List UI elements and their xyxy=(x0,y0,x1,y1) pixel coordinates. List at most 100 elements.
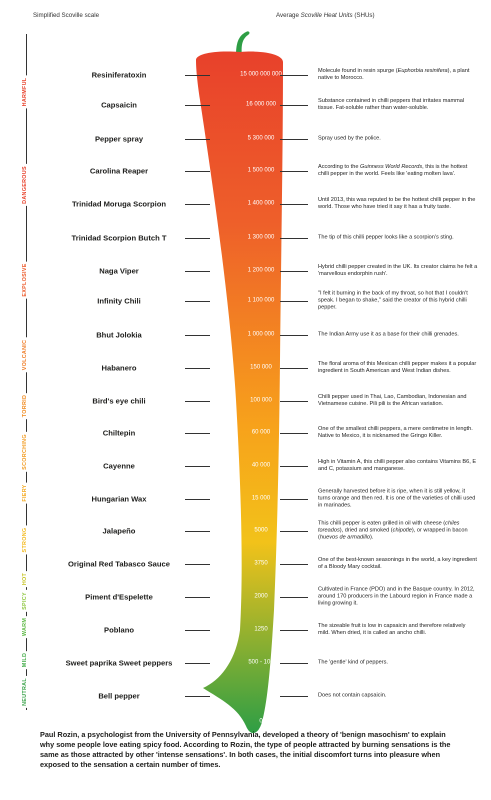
leader-line-left xyxy=(185,499,210,500)
shu-value: 15 000 xyxy=(251,495,271,502)
leader-line-right xyxy=(280,433,308,434)
pepper-name: Cayenne xyxy=(103,461,135,471)
pepper-name: Trinidad Scorpion Butch T xyxy=(71,233,167,243)
shu-value: 0 xyxy=(259,718,263,725)
leader-line-right xyxy=(280,531,308,532)
pepper-description: According to the Guinness World Records,… xyxy=(318,164,468,177)
shu-header-suffix: (SHUs) xyxy=(352,12,375,19)
leader-line-left xyxy=(185,696,210,697)
leader-line-left xyxy=(185,401,210,402)
pepper-description: Chilli pepper used in Thai, Lao, Cambodi… xyxy=(318,394,467,407)
leader-line-left xyxy=(185,597,210,598)
shu-value: 3750 xyxy=(254,560,268,567)
shu-value: 2000 xyxy=(254,593,268,600)
shu-value: 1 400 000 xyxy=(247,200,275,207)
leader-line-left xyxy=(185,75,210,76)
leader-line-right xyxy=(280,271,308,272)
pepper-name: Pepper spray xyxy=(94,134,144,144)
leader-line-right xyxy=(280,105,308,106)
pepper-description: The Indian Army use it as a base for the… xyxy=(318,331,459,338)
leader-line-right xyxy=(280,466,308,467)
leader-line-left xyxy=(185,663,210,664)
pepper-name: Bell pepper xyxy=(98,691,140,701)
shu-value: 1 300 000 xyxy=(247,234,275,241)
pepper-name: Carolina Reaper xyxy=(89,166,149,176)
leader-line-left xyxy=(185,531,210,532)
shu-header-italic: Scoville Heat Units xyxy=(300,12,353,19)
pepper-description: Substance contained in chilli peppers th… xyxy=(318,98,465,111)
pepper-stem xyxy=(236,31,250,56)
leader-line-left xyxy=(185,368,210,369)
pepper-name: Hungarian Wax xyxy=(91,494,147,504)
shu-value: 1 500 000 xyxy=(247,167,275,174)
leader-line-right xyxy=(280,204,308,205)
leader-line-right xyxy=(280,238,308,239)
pepper-name: Sweet paprika Sweet peppers xyxy=(65,658,173,668)
pepper-description: Generally harvested before it is ripe, w… xyxy=(318,488,476,509)
pepper-description: Until 2013, this was reputed to be the h… xyxy=(318,197,476,210)
pepper-description: The sizeable fruit is low in capsaicin a… xyxy=(318,623,466,636)
shu-value: 5 300 000 xyxy=(247,135,275,142)
pepper-description: Does not contain capsaicin. xyxy=(318,692,387,699)
leader-line-left xyxy=(185,433,210,434)
pepper-name: Capsaicin xyxy=(101,100,137,110)
shu-value: 150 000 xyxy=(250,364,272,371)
leader-line-right xyxy=(280,75,308,76)
pepper-description: Spray used by the police. xyxy=(318,135,381,142)
leader-line-right xyxy=(280,696,308,697)
shu-value: 1 200 000 xyxy=(247,267,275,274)
leader-line-left xyxy=(185,171,210,172)
pepper-description: The floral aroma of this Mexican chilli … xyxy=(318,361,477,374)
pepper-description: High in Vitamin A, this chilli pepper al… xyxy=(318,459,477,472)
shu-header: Average Scoville Heat Units (SHUs) xyxy=(276,12,416,20)
leader-line-right xyxy=(280,171,308,172)
pepper-name: Jalapeño xyxy=(102,526,136,536)
leader-line-left xyxy=(185,204,210,205)
pepper-name: Naga Viper xyxy=(99,266,139,276)
pepper-name: Chiltepin xyxy=(102,428,136,438)
shu-value: 5000 xyxy=(254,527,268,534)
leader-line-right xyxy=(280,663,308,664)
leader-line-right xyxy=(280,597,308,598)
leader-line-right xyxy=(280,564,308,565)
leader-line-right xyxy=(280,139,308,140)
pepper-body xyxy=(196,51,283,734)
leader-line-left xyxy=(185,466,210,467)
shu-value: 40 000 xyxy=(251,462,271,469)
leader-line-left xyxy=(185,301,210,302)
pepper-name: Habanero xyxy=(101,363,137,373)
shu-value: 1250 xyxy=(254,626,268,633)
scale-header: Simplified Scoville scale xyxy=(33,12,100,19)
pepper-description: One of the best-known seasonings in the … xyxy=(318,557,477,570)
pepper-name: Poblano xyxy=(104,625,134,635)
pepper-description: "I felt it burning in the back of my thr… xyxy=(318,290,468,311)
pepper-description: One of the smallest chilli peppers, a me… xyxy=(318,426,473,439)
shu-value: 15 000 000 000 xyxy=(240,71,282,78)
leader-line-right xyxy=(280,401,308,402)
shu-value: 16 000 000 xyxy=(245,101,277,108)
shu-value: 60 000 xyxy=(251,429,271,436)
leader-line-left xyxy=(185,564,210,565)
pepper-name: Original Red Tabasco Sauce xyxy=(68,559,170,569)
leader-line-right xyxy=(280,499,308,500)
pepper-name: Bird's eye chili xyxy=(92,396,146,406)
shu-value: 1 000 000 xyxy=(247,331,275,338)
pepper-description: This chilli pepper is eaten grilled in o… xyxy=(318,520,468,541)
pepper-name: Resiniferatoxin xyxy=(91,70,147,80)
leader-line-left xyxy=(185,630,210,631)
pepper-name: Infinity Chili xyxy=(97,296,141,306)
leader-line-left xyxy=(185,335,210,336)
pepper-description: The 'gentle' kind of peppers. xyxy=(318,659,388,666)
shu-header-prefix: Average xyxy=(276,12,301,19)
pepper-description: The tip of this chilli pepper looks like… xyxy=(318,234,454,241)
pepper-name: Piment d'Espelette xyxy=(85,592,153,602)
pepper-name: Bhut Jolokia xyxy=(96,330,142,340)
leader-line-left xyxy=(185,271,210,272)
pepper-description: Molecule found in resin spurge (Euphorbi… xyxy=(318,68,470,81)
leader-line-left xyxy=(185,105,210,106)
pepper-name: Trinidad Moruga Scorpion xyxy=(71,199,167,209)
leader-line-left xyxy=(185,238,210,239)
shu-value: 500 - 100 xyxy=(248,659,274,666)
shu-value: 1 100 000 xyxy=(247,297,275,304)
